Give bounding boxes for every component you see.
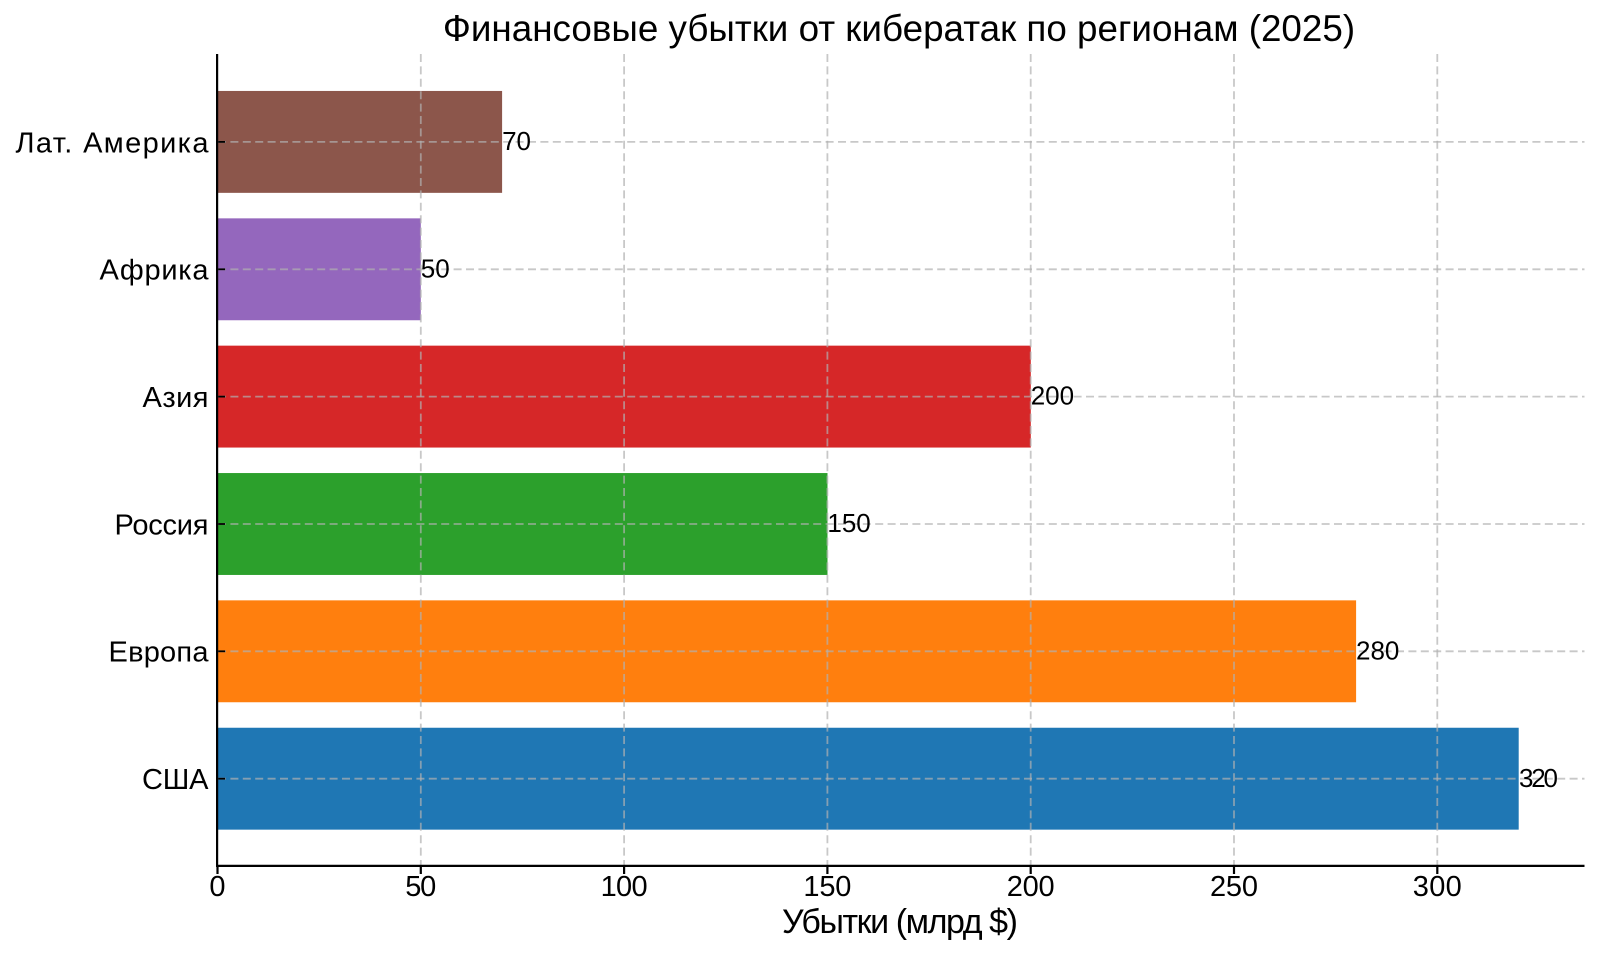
svg-text:50: 50 [405, 871, 436, 903]
svg-text:200: 200 [1007, 871, 1055, 903]
svg-text:280: 280 [1356, 635, 1399, 665]
svg-text:70: 70 [502, 126, 531, 156]
svg-text:250: 250 [1210, 871, 1258, 903]
svg-text:Россия: Россия [115, 509, 209, 541]
svg-text:США: США [142, 764, 209, 796]
svg-text:Убытки (млрд $): Убытки (млрд $) [782, 903, 1018, 941]
svg-text:0: 0 [209, 871, 225, 903]
svg-text:Лат. Америка: Лат. Америка [16, 127, 210, 159]
svg-text:Азия: Азия [143, 382, 209, 414]
svg-text:300: 300 [1413, 871, 1462, 903]
svg-text:320: 320 [1519, 763, 1558, 793]
svg-text:50: 50 [421, 253, 450, 283]
svg-text:Финансовые убытки от кибератак: Финансовые убытки от кибератак по регион… [443, 8, 1355, 49]
svg-text:Африка: Африка [100, 255, 210, 287]
svg-text:150: 150 [827, 508, 870, 538]
svg-text:200: 200 [1031, 381, 1074, 411]
svg-text:100: 100 [601, 871, 648, 903]
svg-text:Европа: Европа [109, 637, 210, 669]
svg-text:150: 150 [803, 871, 851, 903]
